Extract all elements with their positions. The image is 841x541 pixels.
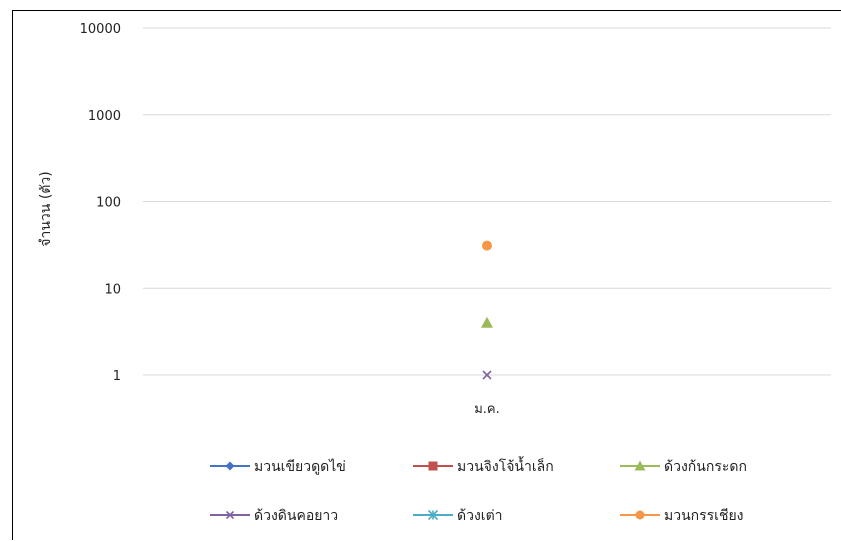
data-point	[482, 240, 492, 251]
legend-marker	[225, 461, 235, 471]
legend-marker	[634, 460, 646, 471]
legend-marker	[225, 510, 235, 520]
y-tick-label: 100	[96, 196, 121, 211]
legend-item: ด้วงก้นกระดก	[620, 459, 747, 475]
chart-frame: 1 10 100 1000 10000 ม.ค. จำนวน (ตัว) มวนเขีย…	[12, 10, 841, 540]
x-tick-labels: ม.ค.	[474, 402, 500, 417]
data-point	[482, 370, 492, 380]
legend-label: มวนเขียวดูดไข่	[254, 458, 346, 475]
legend-label: มวนกรรเชียง	[664, 508, 744, 524]
legend-item: มวนกรรเชียง	[620, 508, 744, 524]
legend-marker	[635, 510, 645, 520]
data-points	[481, 240, 493, 380]
chart-svg: 1 10 100 1000 10000 ม.ค. จำนวน (ตัว) มวนเขีย…	[38, 22, 831, 524]
y-tick-label: 10	[104, 282, 121, 297]
legend-marker-stroke	[225, 510, 235, 520]
data-point-stroke	[482, 370, 492, 380]
y-axis-label: จำนวน (ตัว)	[38, 171, 54, 246]
y-tick-label: 1	[113, 369, 121, 384]
gridlines	[143, 27, 831, 376]
legend-label: ด้วงดินคอยาว	[254, 508, 338, 524]
legend-marker	[427, 509, 439, 521]
legend-item: ด้วงดินคอยาว	[210, 508, 338, 524]
legend-item: มวนเขียวดูดไข่	[210, 458, 346, 475]
legend-marker	[428, 461, 438, 471]
legend-label: ด้วงเต่า	[457, 508, 503, 524]
legend-label: มวนจิงโจ้น้ำเล็ก	[457, 456, 554, 475]
data-point	[481, 316, 493, 328]
y-tick-labels: 1 10 100 1000 10000	[80, 22, 121, 384]
y-tick-label: 10000	[80, 22, 121, 37]
y-tick-label: 1000	[88, 109, 121, 124]
legend-item: ด้วงเต่า	[413, 508, 503, 524]
legend: มวนเขียวดูดไข่ มวนจิงโจ้น้ำเล็ก ด้วงก้นกระ…	[210, 456, 747, 524]
legend-label: ด้วงก้นกระดก	[664, 459, 747, 475]
legend-item: มวนจิงโจ้น้ำเล็ก	[413, 456, 554, 475]
x-tick-label: ม.ค.	[474, 402, 500, 417]
